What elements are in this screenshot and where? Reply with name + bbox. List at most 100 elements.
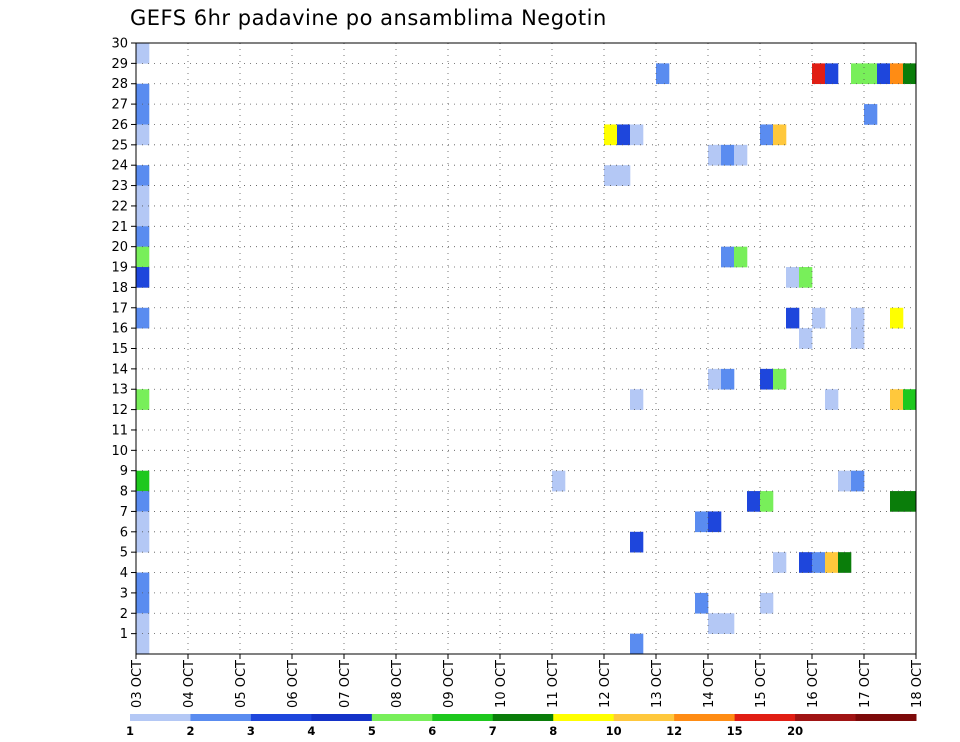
heat-cell — [708, 511, 722, 533]
heat-cell — [136, 165, 150, 186]
heat-cell — [825, 552, 839, 573]
y-tick-label: 26 — [111, 118, 128, 133]
heat-cell — [851, 63, 865, 85]
legend-label: 2 — [186, 724, 194, 738]
heat-cell — [136, 83, 150, 105]
y-axis: 1234567891011121314151617181920212223242… — [111, 37, 136, 642]
legend-swatch — [795, 714, 857, 721]
heat-cell — [136, 511, 150, 533]
x-tick-label: 03 OCT — [130, 660, 145, 708]
heat-cell — [877, 63, 891, 85]
heat-cell — [617, 165, 631, 186]
heat-cell — [838, 552, 852, 573]
x-tick-label: 14 OCT — [702, 660, 717, 708]
heat-cell — [851, 470, 865, 492]
legend-swatch — [190, 714, 252, 721]
heat-cell — [903, 63, 917, 85]
heat-cell — [773, 368, 787, 390]
x-tick-label: 04 OCT — [182, 660, 197, 708]
heat-cell — [812, 63, 826, 85]
heat-cell — [773, 552, 787, 573]
heat-cell — [136, 633, 150, 655]
legend-swatch — [492, 714, 554, 721]
heat-cell — [708, 368, 722, 390]
legend-swatch — [613, 714, 675, 721]
heat-cell — [695, 592, 709, 614]
legend-label: 3 — [247, 724, 255, 738]
x-tick-label: 11 OCT — [546, 660, 561, 708]
heat-cell — [773, 124, 787, 146]
y-tick-label: 11 — [111, 423, 128, 438]
heat-cell — [786, 307, 800, 329]
legend-label: 20 — [787, 724, 803, 738]
legend-swatch — [311, 714, 373, 721]
heat-cell — [903, 491, 917, 512]
heat-cell — [903, 389, 917, 410]
heat-cell — [136, 389, 150, 410]
y-tick-label: 3 — [120, 586, 128, 601]
legend-label: 4 — [307, 724, 315, 738]
legend-label: 6 — [428, 724, 436, 738]
heat-cell — [136, 205, 150, 227]
legend-swatch — [371, 714, 433, 721]
grid-layer — [136, 43, 916, 654]
heat-cell — [890, 307, 904, 329]
legend-label: 10 — [606, 724, 622, 738]
legend-label: 5 — [368, 724, 376, 738]
heat-cell — [656, 63, 670, 85]
legend-swatch — [855, 714, 917, 721]
heat-cell — [864, 63, 878, 85]
y-tick-label: 24 — [111, 159, 128, 174]
heat-cell — [812, 552, 826, 573]
y-tick-label: 27 — [111, 98, 128, 113]
y-tick-label: 19 — [111, 261, 128, 276]
legend-label: 7 — [489, 724, 497, 738]
heat-cell — [630, 389, 644, 410]
legend-swatch — [674, 714, 736, 721]
heat-cell — [708, 613, 722, 634]
x-tick-label: 17 OCT — [858, 660, 873, 708]
heat-cell — [604, 165, 618, 186]
y-tick-label: 1 — [120, 627, 128, 642]
x-tick-label: 15 OCT — [754, 660, 769, 708]
y-tick-label: 10 — [111, 444, 128, 459]
heat-cell — [136, 124, 150, 146]
cells-layer — [136, 43, 917, 655]
legend-swatch — [250, 714, 312, 721]
legend-swatch — [734, 714, 796, 721]
heat-cell — [799, 267, 813, 288]
y-tick-label: 20 — [111, 240, 128, 255]
heat-cell — [136, 491, 150, 512]
legend-swatch — [130, 714, 191, 721]
y-tick-label: 30 — [111, 37, 128, 52]
color-legend: 1 2 3 4 5 6 7 8 10 12 15 20 — [126, 714, 917, 738]
y-tick-label: 7 — [120, 505, 128, 520]
x-tick-label: 12 OCT — [598, 660, 613, 708]
heat-cell — [552, 470, 566, 492]
chart-title: GEFS 6hr padavine po ansamblima Negotin — [130, 6, 607, 30]
x-tick-label: 13 OCT — [650, 660, 665, 708]
heat-cell — [851, 307, 865, 329]
heat-cell — [890, 389, 904, 410]
heat-cell — [851, 328, 865, 349]
heat-cell — [721, 368, 735, 390]
heat-cell — [136, 185, 150, 207]
y-tick-label: 8 — [120, 485, 128, 500]
heat-cell — [617, 124, 631, 146]
legend-label: 15 — [727, 724, 743, 738]
heat-cell — [838, 470, 852, 492]
heat-cell — [721, 144, 735, 166]
y-tick-label: 21 — [111, 220, 128, 235]
x-tick-label: 08 OCT — [390, 660, 405, 708]
y-tick-label: 4 — [120, 566, 128, 581]
legend-swatch — [553, 714, 615, 721]
y-tick-label: 28 — [111, 77, 128, 92]
heat-cell — [760, 592, 774, 614]
heat-cell — [890, 491, 904, 512]
x-tick-label: 07 OCT — [338, 660, 353, 708]
y-tick-label: 5 — [120, 546, 128, 561]
y-tick-label: 23 — [111, 179, 128, 194]
heat-cell — [760, 368, 774, 390]
heat-cell — [760, 124, 774, 146]
